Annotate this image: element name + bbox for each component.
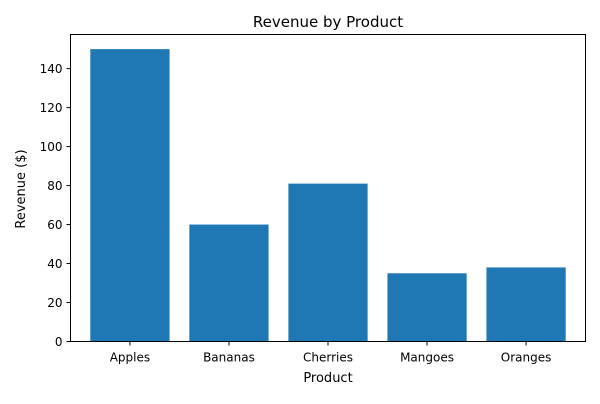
- x-tick-label-apples: Apples: [110, 351, 150, 365]
- y-axis-ticks: 0 20 40 60 80 100 120 140: [40, 62, 71, 349]
- y-tick-label: 40: [47, 257, 62, 271]
- x-axis-label: Product: [303, 371, 352, 386]
- y-tick-label: 100: [40, 140, 63, 154]
- x-tick-label-oranges: Oranges: [501, 351, 552, 365]
- chart-title: Revenue by Product: [253, 13, 403, 31]
- y-tick-label: 80: [47, 179, 62, 193]
- y-tick-label: 20: [47, 296, 62, 310]
- plot-frame: [70, 34, 586, 342]
- bar-cherries: [288, 183, 368, 342]
- x-tick-label-mangoes: Mangoes: [400, 351, 454, 365]
- bar-bananas: [189, 224, 269, 342]
- bar-apples: [90, 49, 170, 342]
- x-axis-ticks: Apples Bananas Cherries Mangoes Oranges: [110, 341, 552, 365]
- x-tick-label-bananas: Bananas: [203, 351, 255, 365]
- x-tick-label-cherries: Cherries: [303, 351, 353, 365]
- y-tick-label: 60: [47, 218, 62, 232]
- bar-oranges: [486, 267, 566, 342]
- y-tick-label: 120: [40, 101, 63, 115]
- y-axis-label: Revenue ($): [14, 149, 29, 228]
- y-tick-label: 0: [55, 335, 63, 349]
- bars-group: [90, 49, 566, 342]
- bar-mangoes: [387, 273, 467, 342]
- y-tick-label: 140: [40, 62, 63, 76]
